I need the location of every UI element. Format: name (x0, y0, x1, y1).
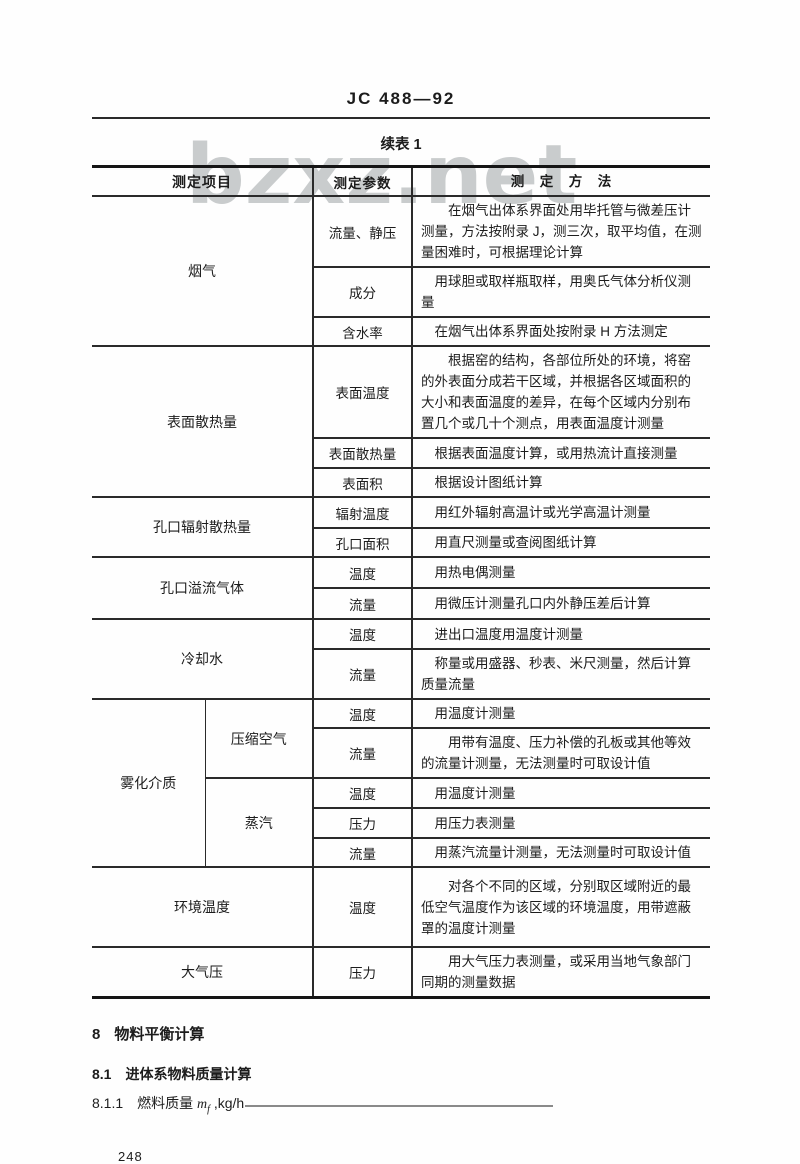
table-cell-method: 用红外辐射高温计或光学高温计测量 (411, 496, 710, 528)
table-cell-param: 流量、静压 (312, 195, 412, 267)
table-cell-param: 温度 (312, 556, 412, 588)
table-cell-method: 根据表面温度计算，或用热流计直接测量 (411, 437, 710, 468)
fuel-mass-symbol: m (197, 1097, 208, 1112)
table-cell-param: 含水率 (312, 316, 412, 346)
table-row: 孔口辐射散热量 辐射温度 用红外辐射高温计或光学高温计测量 (92, 496, 710, 557)
table-header-cell: 测定项目 (172, 173, 232, 190)
table-cell-method: 用蒸汽流量计测量，无法测量时可取设计值 (411, 837, 710, 867)
table-cell-method: 用压力表测量 (411, 807, 710, 838)
table-cell-method: 在烟气出体系界面处用毕托管与微差压计测量，方法按附录 J，测三次，取平均值，在测… (411, 195, 710, 267)
section-heading-8-1-1: 8.1.1 燃料质量 mf ,kg/h (92, 1093, 710, 1115)
table-row: 流量 用带有温度、压力补偿的孔板或其他等效的流量计测量，无法测量时可取设计值 (92, 727, 710, 778)
section-title-unit: ,kg/h (209, 1095, 245, 1111)
table-cell-param: 流量 (312, 727, 412, 778)
table-cell-param: 表面温度 (312, 345, 412, 438)
table-cell-item: 表面散热量 (92, 345, 313, 497)
table-row: 蒸汽 温度 用温度计测量 (92, 777, 710, 867)
section-title: 进体系物料质量计算 (125, 1066, 252, 1082)
table-cell-method: 用球胆或取样瓶取样，用奥氏气体分析仪测量 (411, 266, 710, 317)
section-title: 燃料质量 (137, 1095, 198, 1111)
table-cell-item: 孔口辐射散热量 (92, 496, 313, 557)
section-title: 物料平衡计算 (114, 1026, 205, 1043)
table-cell-param: 成分 (312, 266, 412, 317)
table-cell-param: 温度 (312, 698, 412, 728)
table-cell-method: 称量或用盛器、秒表、米尺测量，然后计算质量流量 (411, 648, 710, 699)
table-cell-subitem: 压缩空气 (204, 698, 313, 778)
document-code: JC 488—92 (346, 89, 456, 108)
table-cell-method: 进出口温度用温度计测量 (411, 618, 710, 649)
table-cell-method: 根据窑的结构，各部位所处的环境，将窑的外表面分成若干区域，并根据各区域面积的大小… (411, 345, 710, 438)
table-cell-item: 冷却水 (92, 618, 313, 699)
table-cell-method: 用微压计测量孔口内外静压差后计算 (411, 587, 710, 619)
table-row: 表面散热量 根据表面温度计算，或用热流计直接测量 (92, 437, 710, 468)
section-number: 8.1.1 (92, 1095, 124, 1111)
table-row: 孔口溢流气体 温度 用热电偶测量 (92, 556, 710, 619)
body-sections: 8 物料平衡计算 8.1 进体系物料质量计算 8.1.1 燃料质量 mf ,kg/h (92, 1023, 710, 1115)
table-row: 环境温度 温度 对各个不同的区域，分别取区域附近的最低空气温度作为该区域的环境温度，… (92, 866, 710, 947)
table-cell-method: 根据设计图纸计算 (411, 467, 710, 497)
table-row: 成分 用球胆或取样瓶取样，用奥氏气体分析仪测量 (92, 266, 710, 317)
table-cell-param: 孔口面积 (312, 527, 412, 557)
measurement-methods-table: 测定项目 测定参数测 定 方 法烟气 流量、静压 在烟气出体系界面处用毕托管与微差压计… (92, 165, 710, 999)
table-cell-param: 压力 (312, 946, 412, 998)
table-header-cell: 测 定 方 法 (411, 166, 710, 196)
table-cell-param: 流量 (312, 648, 412, 699)
header-rule (92, 117, 710, 119)
section-number: 8.1 (92, 1066, 112, 1082)
table-header-cell: 测定参数 (312, 166, 412, 196)
table-row: 测定项目 测定参数测 定 方 法 (92, 166, 710, 196)
table-cell-param: 辐射温度 (312, 496, 412, 528)
scanned-standard-page: { "page": { "doc_code": "JC 488—92", "ta… (92, 90, 710, 1164)
table-cell-subitem: 蒸汽 (204, 777, 313, 867)
table-cell-item: 雾化介质 (92, 698, 205, 867)
table-row: 冷却水 温度 进出口温度用温度计测量 (92, 618, 710, 699)
fuel-mass-subscript: f (207, 1103, 210, 1115)
section-number: 8 (92, 1026, 101, 1043)
table-cell-method: 用温度计测量 (411, 777, 710, 808)
table-row: 流量 称量或用盛器、秒表、米尺测量，然后计算质量流量 (92, 648, 710, 699)
table-cell-param: 表面积 (312, 467, 412, 497)
section-heading-8-1: 8.1 进体系物料质量计算 (92, 1064, 710, 1084)
table-cell-method: 对各个不同的区域，分别取区域附近的最低空气温度作为该区域的环境温度，用带遮蔽罩的… (411, 866, 710, 947)
table-row: 孔口面积 用直尺测量或查阅图纸计算 (92, 527, 710, 557)
table-row: 压力 用压力表测量 (92, 807, 710, 838)
table-row: 大气压 压力 用大气压力表测量，或采用当地气象部门同期的测量数据 (92, 946, 710, 998)
table-row: 含水率 在烟气出体系界面处按附录 H 方法测定 (92, 316, 710, 346)
table-cell-method: 用热电偶测量 (411, 556, 710, 588)
table-cell-param: 表面散热量 (312, 437, 412, 468)
table-cell-param: 压力 (312, 807, 412, 838)
table-row: 流量 用微压计测量孔口内外静压差后计算 (92, 587, 710, 619)
table-cell-item: 孔口溢流气体 (92, 556, 313, 619)
table-cell-param: 温度 (312, 618, 412, 649)
table-cell-method: 用大气压力表测量，或采用当地气象部门同期的测量数据 (411, 946, 710, 998)
table-cell-method: 用直尺测量或查阅图纸计算 (411, 527, 710, 557)
table-cell-param: 温度 (312, 777, 412, 808)
page-number: 248 (118, 1148, 143, 1164)
table-cell-item: 烟气 (92, 195, 313, 346)
table-cell-method: 在烟气出体系界面处按附录 H 方法测定 (411, 316, 710, 346)
section-heading-8: 8 物料平衡计算 (92, 1023, 710, 1044)
table-caption: 续表 1 (380, 137, 422, 153)
table-cell-param: 流量 (312, 587, 412, 619)
table-cell-item: 大气压 (92, 946, 313, 998)
table-cell-method: 用带有温度、压力补偿的孔板或其他等效的流量计测量，无法测量时可取设计值 (411, 727, 710, 778)
table-row: 表面散热量 表面温度 根据窑的结构，各部位所处的环境，将窑的外表面分成若干区域，并根… (92, 345, 710, 497)
footer-rule (245, 1105, 553, 1107)
table-row: 烟气 流量、静压 在烟气出体系界面处用毕托管与微差压计测量，方法按附录 J，测三次，… (92, 195, 710, 346)
table-cell-method: 用温度计测量 (411, 698, 710, 728)
table-row: 表面积 根据设计图纸计算 (92, 467, 710, 497)
table-row: 流量 用蒸汽流量计测量，无法测量时可取设计值 (92, 837, 710, 867)
table-cell-param: 温度 (312, 866, 412, 947)
table-cell-param: 流量 (312, 837, 412, 867)
table-cell-item: 环境温度 (92, 866, 313, 947)
table-row: 雾化介质 压缩空气 温度 用温度计测量 (92, 698, 710, 867)
